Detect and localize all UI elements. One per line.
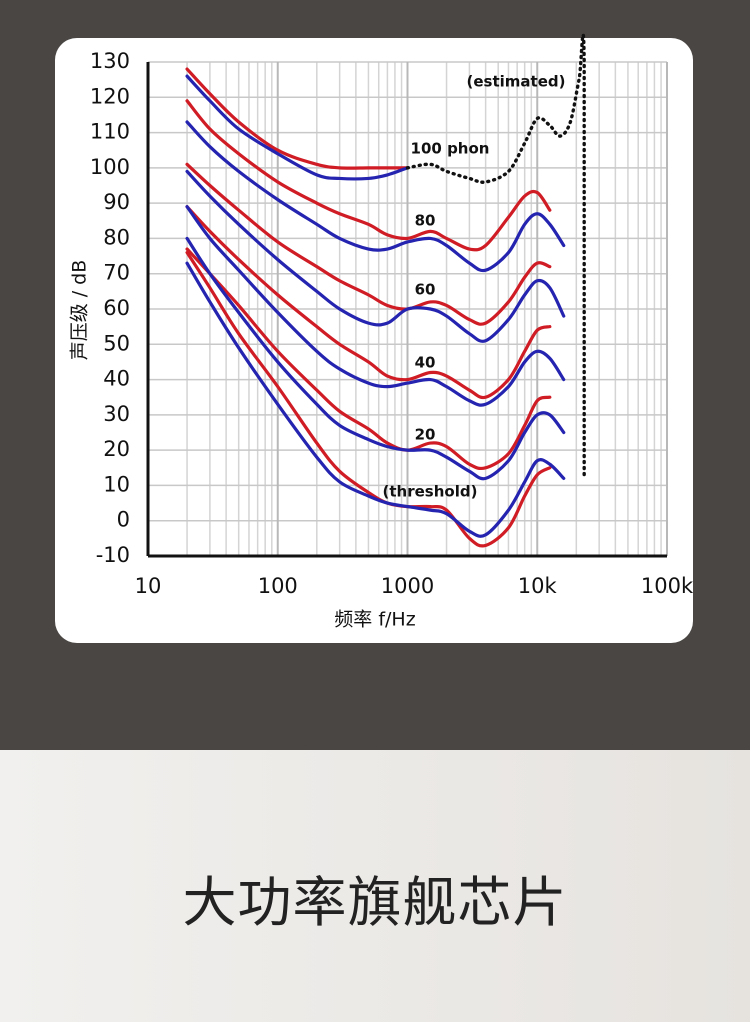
x-tick-label: 10k (518, 574, 558, 598)
y-tick-label: 0 (117, 508, 130, 532)
annotation: (estimated) (467, 73, 566, 91)
y-tick-label: 120 (90, 84, 130, 108)
annotation: 100 phon (411, 140, 490, 158)
x-tick-label: 100k (641, 574, 694, 598)
annotation: (threshold) (383, 483, 478, 501)
curve (185, 205, 552, 400)
curve (185, 236, 566, 481)
annotation: 40 (415, 354, 436, 372)
chart-card (55, 38, 693, 643)
y-tick-label: 100 (90, 155, 130, 179)
annotation: 80 (415, 212, 436, 230)
y-tick-label: -10 (96, 543, 130, 567)
x-tick-label: 100 (258, 574, 298, 598)
y-axis-label: 声压级 / dB (69, 260, 91, 361)
y-tick-label: 10 (103, 472, 130, 496)
y-tick-label: 90 (103, 190, 130, 214)
curve (185, 205, 566, 407)
curve (185, 120, 566, 273)
y-tick-label: 30 (103, 402, 130, 426)
y-tick-label: 20 (103, 437, 130, 461)
y-tick-label: 50 (103, 331, 130, 355)
x-tick-label: 10 (135, 574, 162, 598)
chart: 声压级 / dB 频率 f/Hz -10 0 10 20 30 40 50 60 70 80 90 1… (69, 32, 694, 631)
curve (185, 74, 410, 181)
banner (0, 750, 750, 1022)
annotation: 60 (415, 281, 436, 299)
y-tick-label: 70 (103, 261, 130, 285)
curve (185, 261, 566, 538)
y-tick-label: 60 (103, 296, 130, 320)
y-tick-label: 110 (90, 120, 130, 144)
x-tick-label: 1000 (381, 574, 434, 598)
curve (185, 169, 566, 343)
annotation: 20 (415, 426, 436, 444)
banner-text: 大功率旗舰芯片 (182, 871, 568, 934)
y-tick-label: 130 (90, 49, 130, 73)
curve (185, 67, 410, 170)
y-tick-label: 80 (103, 225, 130, 249)
x-axis-label: 频率 f/Hz (334, 609, 415, 631)
curve (185, 99, 552, 252)
y-tick-label: 40 (103, 367, 130, 391)
estimated-curve (405, 32, 586, 481)
